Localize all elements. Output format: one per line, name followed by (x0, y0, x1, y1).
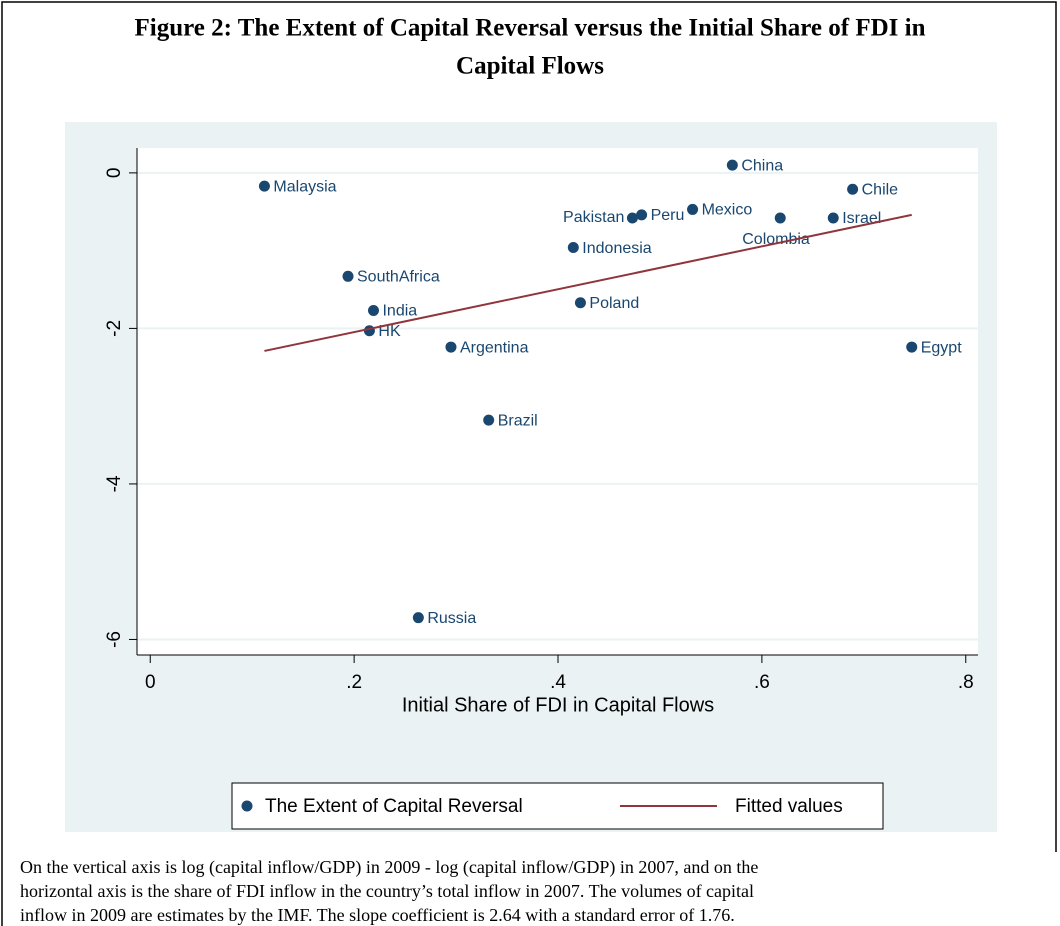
point-label: Peru (651, 207, 685, 224)
point (445, 341, 457, 353)
point (726, 159, 738, 171)
note: horizontal axis is the share of FDI infl… (20, 881, 754, 901)
point (626, 212, 638, 224)
point-label: Russia (427, 610, 476, 627)
point-label: Mexico (702, 202, 753, 219)
point-label: Indonesia (582, 240, 651, 257)
point (363, 325, 375, 337)
y-tick-label: -4 (104, 475, 125, 492)
note: inflow in 2009 are estimates by the IMF.… (20, 905, 735, 925)
point-label: HK (378, 323, 401, 340)
point (567, 242, 579, 254)
point (342, 270, 354, 282)
point-label: SouthAfrica (357, 269, 440, 286)
point-label: India (382, 303, 417, 320)
point-label: Egypt (921, 339, 962, 356)
point-label: Brazil (498, 412, 538, 429)
x-tick-label: 0 (145, 672, 156, 693)
y-tick-label: 0 (104, 168, 125, 179)
plot-region (137, 148, 978, 655)
point-label: Chile (862, 181, 899, 198)
chart-title: Capital Flows (456, 53, 604, 80)
x-tick-label: .6 (754, 672, 770, 693)
point (483, 414, 495, 426)
x-tick-label: .2 (346, 672, 362, 693)
point (367, 305, 379, 317)
legend-marker (241, 800, 253, 812)
point (687, 203, 699, 215)
point (827, 212, 839, 224)
chart-title: Figure 2: The Extent of Capital Reversal… (135, 15, 926, 42)
point (774, 212, 786, 224)
point-label: Pakistan (563, 209, 624, 226)
note: On the vertical axis is log (capital inf… (20, 857, 758, 878)
legend-label: The Extent of Capital Reversal (265, 796, 523, 817)
legend-label: Fitted values (735, 796, 843, 817)
point (636, 209, 648, 221)
point-label: Argentina (460, 339, 529, 356)
point-label: Malaysia (273, 178, 336, 195)
fitted-line (264, 213, 912, 352)
x-tick-label: .4 (550, 672, 566, 693)
legend (231, 782, 884, 830)
x-axis-title: Initial Share of FDI in Capital Flows (402, 694, 714, 716)
point (412, 612, 424, 624)
y-tick-label: -6 (104, 631, 125, 648)
point (847, 183, 859, 195)
y-tick-label: -2 (104, 320, 125, 337)
point (574, 297, 586, 309)
x-tick-label: .8 (958, 672, 974, 693)
point (258, 180, 270, 192)
point (906, 341, 918, 353)
point-label: Colombia (742, 231, 810, 248)
point-label: Poland (589, 295, 639, 312)
point-label: China (741, 157, 783, 174)
